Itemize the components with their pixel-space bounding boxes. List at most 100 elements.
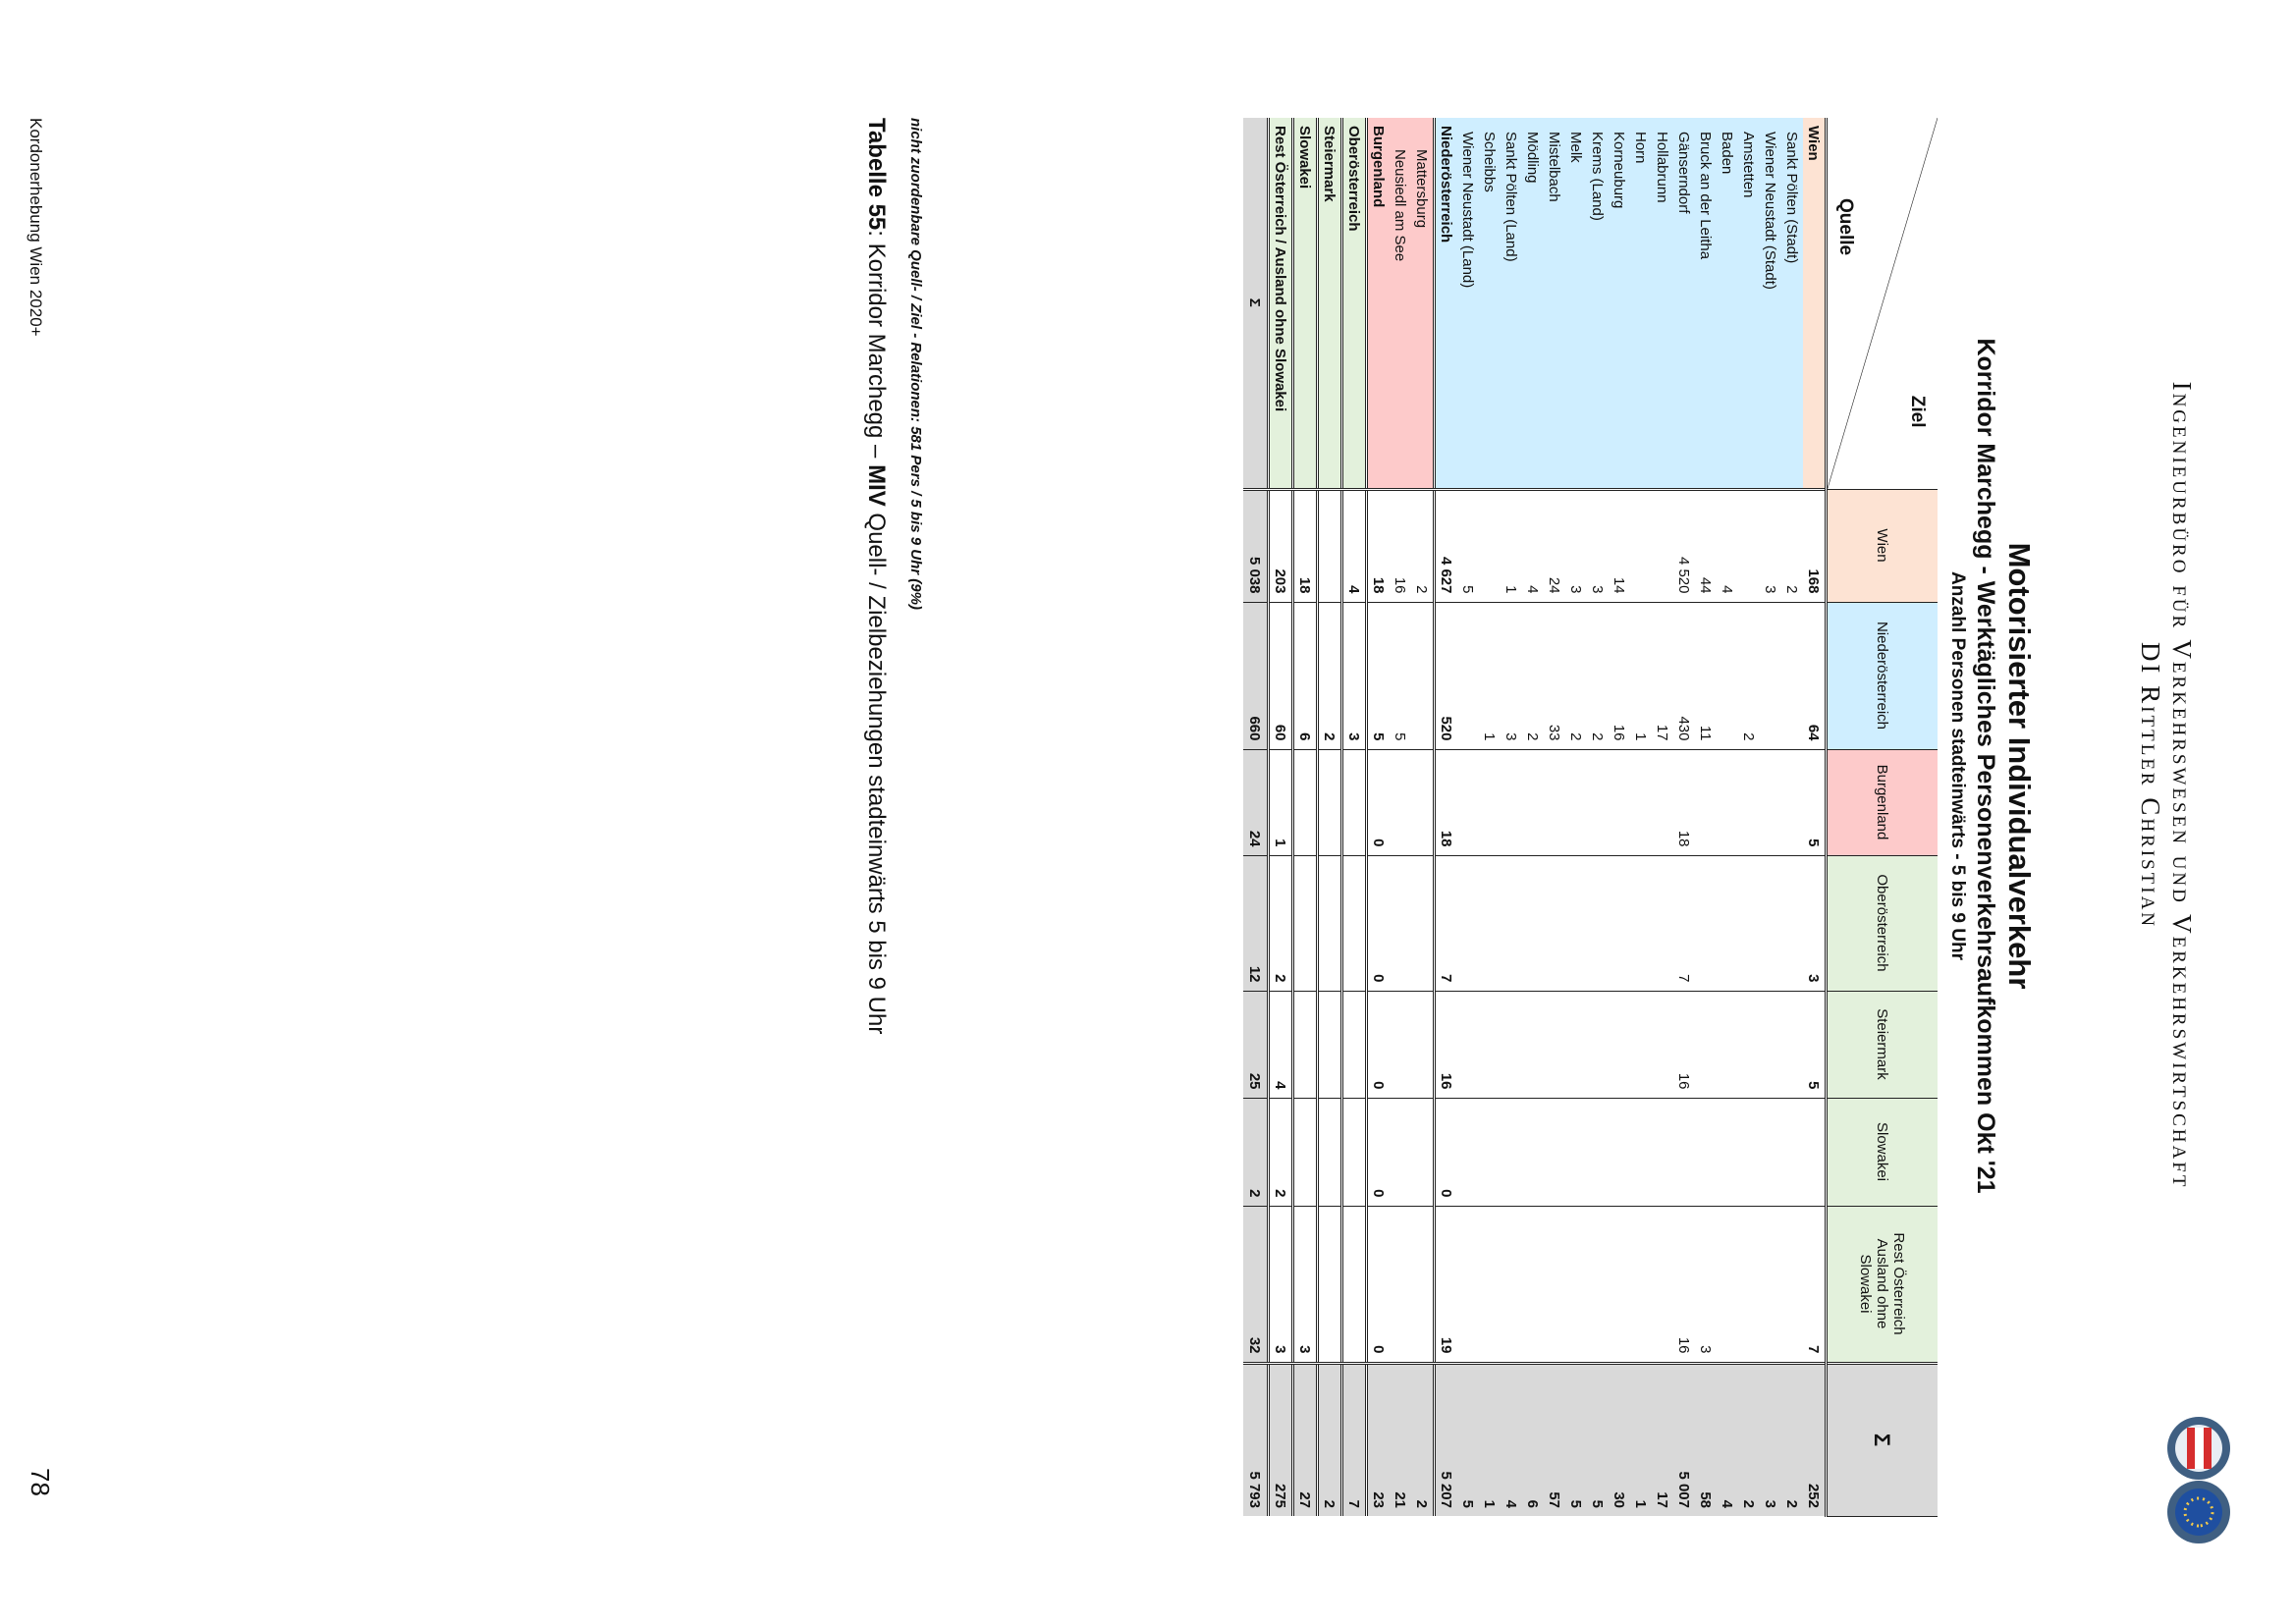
table-cell bbox=[1781, 749, 1803, 855]
table-cell: 5 bbox=[1803, 991, 1827, 1098]
table-cell bbox=[1781, 1098, 1803, 1206]
table-cell: 2 bbox=[1317, 602, 1342, 749]
table-cell: 1 bbox=[1268, 749, 1293, 855]
row-label: Slowakei bbox=[1292, 118, 1318, 489]
table-cell bbox=[1630, 749, 1652, 855]
caption-text-1: : Korridor Marchegg – bbox=[863, 230, 890, 465]
footer-document-name: Kordonerhebung Wien 2020+ bbox=[27, 118, 45, 337]
table-cell bbox=[1522, 1098, 1544, 1206]
table-row: Steiermark 2 2 bbox=[1317, 118, 1342, 1516]
table-cell bbox=[1695, 749, 1717, 855]
table-row: Wiener Neustadt (Land) 5 5 bbox=[1457, 118, 1479, 1516]
row-sum: 4 bbox=[1717, 1363, 1738, 1516]
row-sum: 3 bbox=[1760, 1363, 1781, 1516]
row-label: Gänserndorf bbox=[1673, 118, 1695, 489]
table-cell: 3 bbox=[1565, 489, 1587, 602]
table-cell: 17 bbox=[1652, 602, 1673, 749]
row-label: Baden bbox=[1717, 118, 1738, 489]
table-cell: 3 bbox=[1341, 602, 1367, 749]
page-number: 78 bbox=[26, 1468, 55, 1496]
table-cell bbox=[1717, 855, 1738, 991]
table-cell bbox=[1652, 489, 1673, 602]
header-row: Ziel Quelle Wien Niederösterreich Burgen… bbox=[1826, 118, 1938, 1516]
table-cell bbox=[1544, 991, 1565, 1098]
table-cell bbox=[1522, 991, 1544, 1098]
table-cell: 60 bbox=[1268, 602, 1293, 749]
table-cell: 0 bbox=[1366, 749, 1390, 855]
row-sum: 57 bbox=[1544, 1363, 1565, 1516]
total-cell: 2 bbox=[1243, 1098, 1269, 1206]
table-cell bbox=[1695, 855, 1717, 991]
table-cell bbox=[1411, 749, 1435, 855]
table-cell bbox=[1717, 749, 1738, 855]
table-cell bbox=[1587, 749, 1609, 855]
table-row: Wien 168 64 5 3 5 7 252 bbox=[1803, 118, 1827, 1516]
row-sum: 5 207 bbox=[1434, 1363, 1457, 1516]
row-sum: 5 bbox=[1457, 1363, 1479, 1516]
table-cell: 7 bbox=[1803, 1206, 1827, 1363]
table-cell bbox=[1479, 1206, 1501, 1363]
table-cell bbox=[1760, 602, 1781, 749]
row-sum: 17 bbox=[1652, 1363, 1673, 1516]
table-cell: 44 bbox=[1695, 489, 1717, 602]
table-cell bbox=[1544, 1098, 1565, 1206]
table-row: Bruck an der Leitha 44 11 3 58 bbox=[1695, 118, 1717, 1516]
table-cell bbox=[1317, 991, 1342, 1098]
table-cell: 16 bbox=[1434, 991, 1457, 1098]
table-cell: 168 bbox=[1803, 489, 1827, 602]
header-ziel: Ziel bbox=[1907, 395, 1928, 428]
table-cell: 18 bbox=[1673, 749, 1695, 855]
table-cell: 16 bbox=[1673, 991, 1695, 1098]
row-sum: 2 bbox=[1738, 1363, 1760, 1516]
table-row: Hollabrunn 17 17 bbox=[1652, 118, 1673, 1516]
table-cell bbox=[1501, 855, 1522, 991]
table-cell: 2 bbox=[1268, 855, 1293, 991]
table-cell bbox=[1317, 1206, 1342, 1363]
table-subtitle: Korridor Marchegg - Werktägliches Person… bbox=[1972, 338, 1999, 1194]
header-steiermark: Steiermark bbox=[1826, 991, 1938, 1098]
table-row: Krems (Land) 3 2 5 bbox=[1587, 118, 1609, 1516]
table-row: Mistelbach 24 33 57 bbox=[1544, 118, 1565, 1516]
table-cell: 4 627 bbox=[1434, 489, 1457, 602]
table-cell bbox=[1341, 855, 1367, 991]
row-label: Krems (Land) bbox=[1587, 118, 1609, 489]
table-cell bbox=[1390, 991, 1411, 1098]
header-burgenland: Burgenland bbox=[1826, 749, 1938, 855]
table-cell bbox=[1695, 1098, 1717, 1206]
table-cell: 18 bbox=[1434, 749, 1457, 855]
table-cell bbox=[1292, 991, 1318, 1098]
table-cell: 6 bbox=[1292, 602, 1318, 749]
table-cell bbox=[1738, 1206, 1760, 1363]
row-sum: 58 bbox=[1695, 1363, 1717, 1516]
row-sum: 2 bbox=[1411, 1363, 1435, 1516]
table-cell bbox=[1738, 489, 1760, 602]
table-cell bbox=[1501, 991, 1522, 1098]
table-cell bbox=[1738, 1098, 1760, 1206]
row-label: Niederösterreich bbox=[1434, 118, 1457, 489]
table-row: Gänserndorf 4 520 430 18 7 16 16 5 007 bbox=[1673, 118, 1695, 1516]
table-cell bbox=[1630, 991, 1652, 1098]
table-cell: 7 bbox=[1434, 855, 1457, 991]
header-corner: Ziel Quelle bbox=[1826, 118, 1938, 489]
table-cell bbox=[1609, 991, 1630, 1098]
table-cell: 16 bbox=[1673, 1206, 1695, 1363]
table-cell bbox=[1652, 1098, 1673, 1206]
table-cell bbox=[1479, 749, 1501, 855]
table-cell bbox=[1457, 1206, 1479, 1363]
table-cell bbox=[1317, 1098, 1342, 1206]
row-sum: 30 bbox=[1609, 1363, 1630, 1516]
row-label: Burgenland bbox=[1366, 118, 1390, 489]
caption-bold: MIV bbox=[863, 464, 890, 507]
table-cell: 5 bbox=[1803, 749, 1827, 855]
row-sum: 2 bbox=[1781, 1363, 1803, 1516]
table-cell bbox=[1411, 855, 1435, 991]
table-cell bbox=[1292, 1098, 1318, 1206]
table-cell bbox=[1738, 855, 1760, 991]
table-cell bbox=[1760, 749, 1781, 855]
row-label: Neusiedl am See bbox=[1390, 118, 1411, 489]
company-header: Ingenieurbüro für Verkehrswesen und Verk… bbox=[2135, 295, 2198, 1276]
row-label: Rest Österreich / Ausland ohne Slowakei bbox=[1268, 118, 1293, 489]
od-matrix-table: Ziel Quelle Wien Niederösterreich Burgen… bbox=[1243, 118, 1938, 1517]
row-sum: 21 bbox=[1390, 1363, 1411, 1516]
table-cell bbox=[1544, 749, 1565, 855]
